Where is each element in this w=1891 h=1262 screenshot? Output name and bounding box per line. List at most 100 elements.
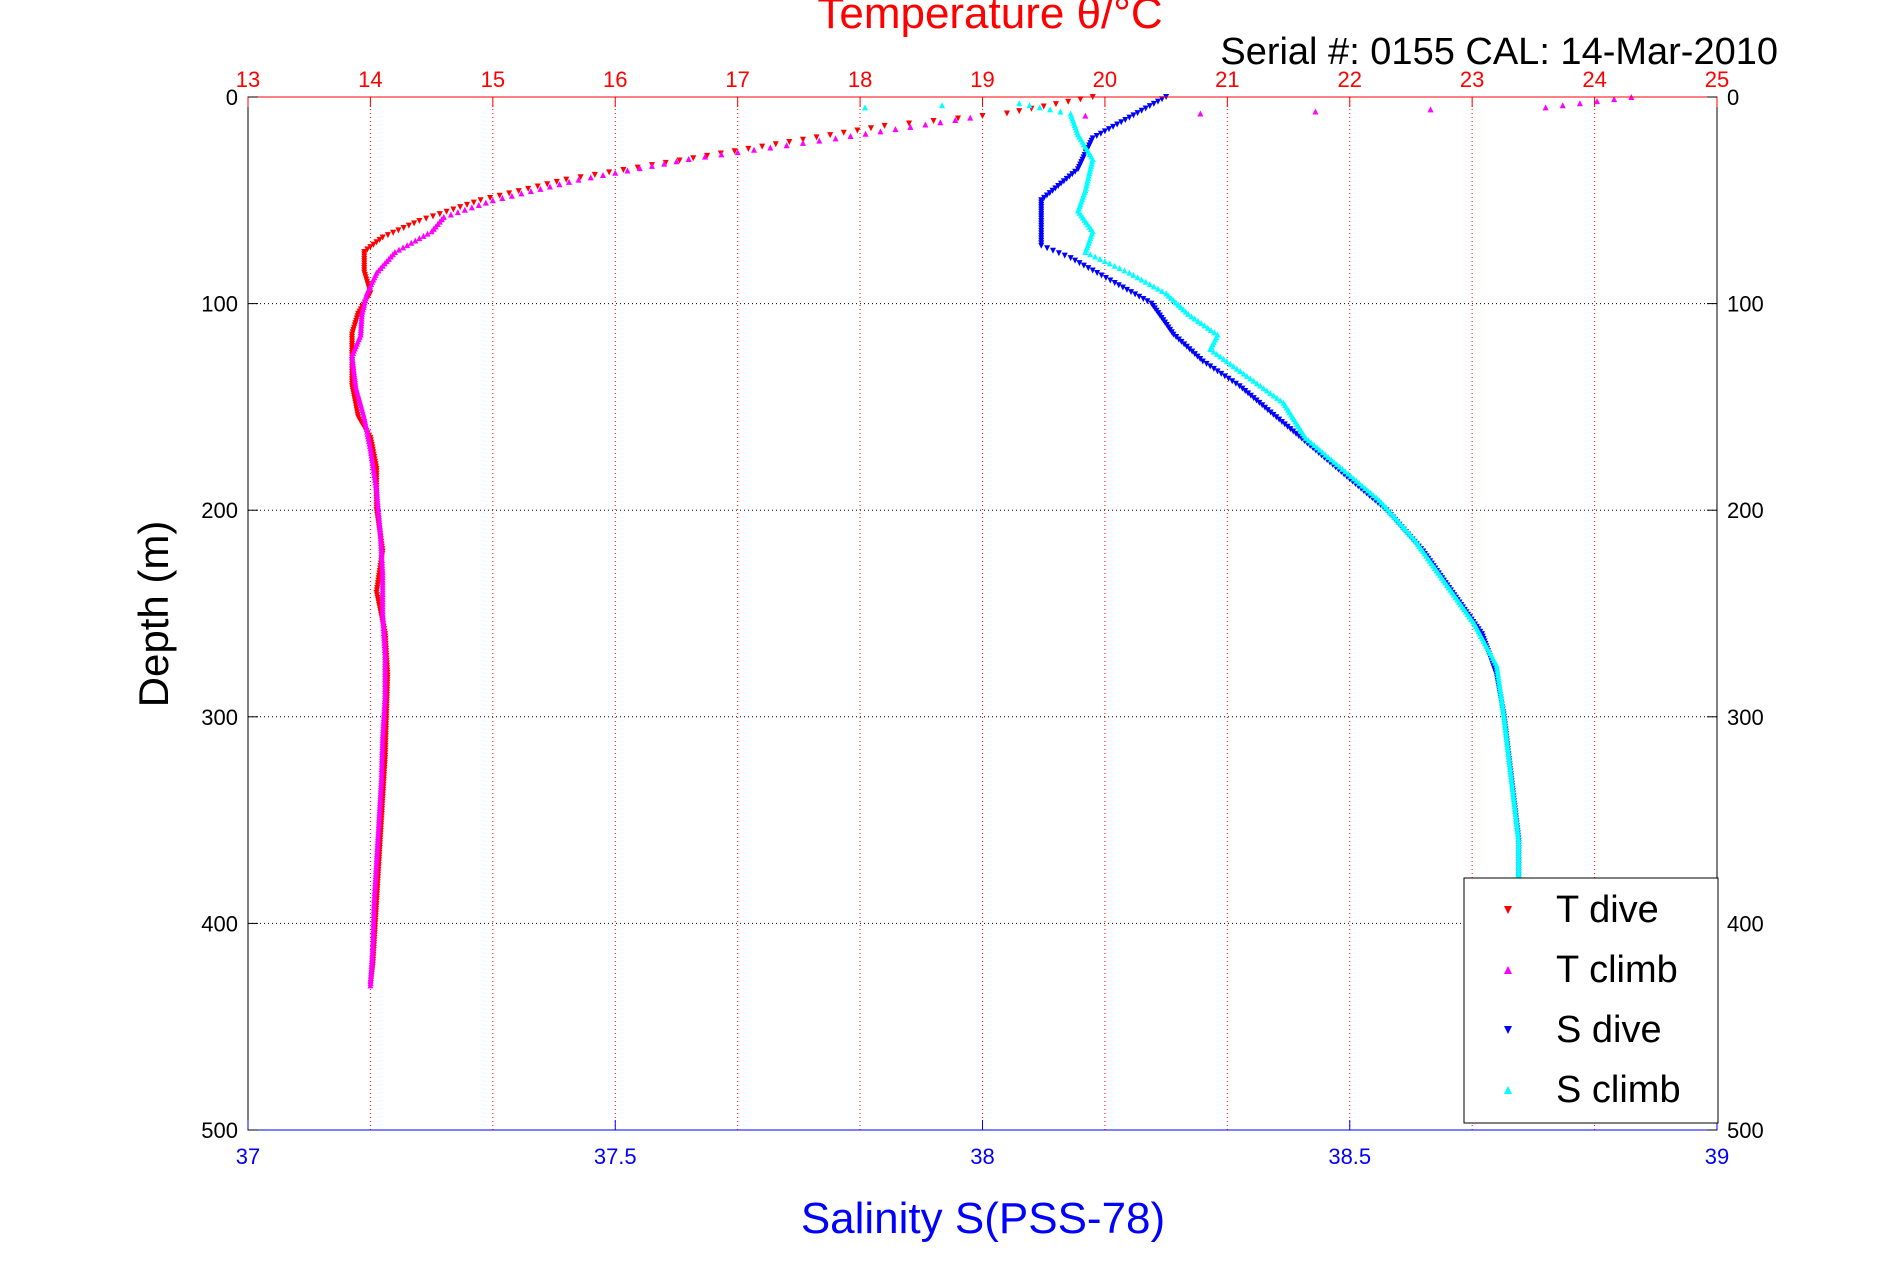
data-point — [1336, 463, 1343, 470]
data-point — [1362, 484, 1369, 491]
temp-tick-label: 20 — [1093, 67, 1117, 92]
data-point — [1500, 708, 1507, 715]
data-point — [1041, 194, 1048, 201]
data-point — [1594, 98, 1601, 105]
data-point — [1093, 133, 1100, 140]
data-point — [1499, 706, 1506, 713]
data-point — [370, 241, 377, 248]
data-point — [1311, 442, 1318, 449]
data-point — [468, 204, 475, 211]
data-point — [553, 178, 560, 185]
depth-tick-label: 300 — [201, 705, 238, 730]
data-point — [1150, 283, 1157, 290]
depth-tick-label: 100 — [1727, 292, 1764, 317]
data-point — [759, 143, 766, 150]
t-dive-series — [349, 94, 1096, 989]
data-point — [364, 246, 371, 253]
data-point — [1146, 103, 1153, 110]
data-point — [827, 132, 834, 139]
data-point — [450, 206, 457, 213]
temp-tick-label: 15 — [481, 67, 505, 92]
data-point — [1217, 353, 1224, 360]
data-point — [1350, 475, 1357, 482]
data-point — [1036, 104, 1043, 111]
data-point — [400, 244, 407, 251]
data-point — [1293, 430, 1300, 437]
data-point — [1322, 451, 1329, 458]
data-point — [1142, 278, 1149, 285]
data-point — [1302, 434, 1309, 441]
data-point — [816, 137, 823, 144]
data-point — [367, 982, 374, 989]
data-point — [1508, 778, 1515, 785]
data-point — [1159, 287, 1166, 294]
data-point — [907, 123, 914, 130]
data-point — [1201, 322, 1208, 329]
data-point — [1284, 423, 1291, 430]
data-point — [371, 471, 378, 478]
data-point — [1496, 679, 1503, 686]
data-point — [420, 232, 427, 239]
data-point — [1134, 110, 1141, 117]
temp-tick-label: 14 — [358, 67, 382, 92]
data-point — [867, 125, 874, 132]
data-point — [1264, 407, 1271, 414]
data-point — [489, 197, 496, 204]
data-point — [477, 197, 484, 204]
salinity-axis-ticks: 37 37.5 38 38.5 39 — [236, 1120, 1729, 1169]
data-point — [1016, 100, 1023, 107]
data-point — [1500, 711, 1507, 718]
data-point — [1359, 482, 1366, 489]
data-point — [1110, 123, 1117, 130]
data-point — [1111, 279, 1118, 286]
data-point — [1345, 470, 1352, 477]
data-point — [454, 209, 461, 216]
data-point — [368, 450, 375, 457]
depth-axis-ticks-right: 0 100 200 300 400 500 — [1707, 85, 1764, 1143]
data-point — [854, 127, 861, 134]
data-point — [862, 130, 869, 137]
data-point — [367, 244, 374, 251]
sal-tick-label: 37 — [236, 1144, 260, 1169]
data-point — [416, 235, 423, 242]
data-point — [436, 211, 443, 218]
data-point — [783, 142, 790, 149]
data-point — [1259, 402, 1266, 409]
data-point — [1250, 377, 1257, 384]
data-point — [767, 144, 774, 151]
data-point — [1136, 293, 1143, 300]
data-point — [1503, 731, 1510, 738]
data-point — [1559, 102, 1566, 109]
data-point — [1496, 684, 1503, 691]
data-point — [1260, 385, 1267, 392]
data-point — [1507, 768, 1514, 775]
data-point — [1229, 378, 1236, 385]
temperature-axis-ticks: 13 14 15 16 17 18 19 20 21 22 23 24 25 — [236, 67, 1729, 107]
data-point — [1198, 320, 1205, 327]
data-point — [1510, 793, 1517, 800]
data-point — [1515, 835, 1522, 842]
depth-tick-label: 300 — [1727, 705, 1764, 730]
data-point — [1080, 262, 1087, 269]
data-point — [1069, 171, 1076, 178]
data-point — [556, 181, 563, 188]
data-point — [1504, 741, 1511, 748]
data-point — [1500, 713, 1507, 720]
data-point — [704, 152, 711, 159]
data-point — [750, 146, 757, 153]
sal-tick-label: 38 — [970, 1144, 994, 1169]
data-point — [1210, 348, 1217, 355]
data-point — [506, 190, 513, 197]
data-point — [1115, 282, 1122, 289]
data-point — [1325, 453, 1332, 460]
data-point — [1210, 365, 1217, 372]
data-point — [1511, 800, 1518, 807]
data-point — [475, 202, 482, 209]
data-point — [1003, 110, 1010, 117]
data-point — [428, 228, 435, 235]
data-point — [1055, 250, 1062, 257]
data-point — [1495, 671, 1502, 678]
data-point — [1038, 242, 1045, 249]
data-point — [1295, 433, 1302, 440]
data-point — [1339, 465, 1346, 472]
